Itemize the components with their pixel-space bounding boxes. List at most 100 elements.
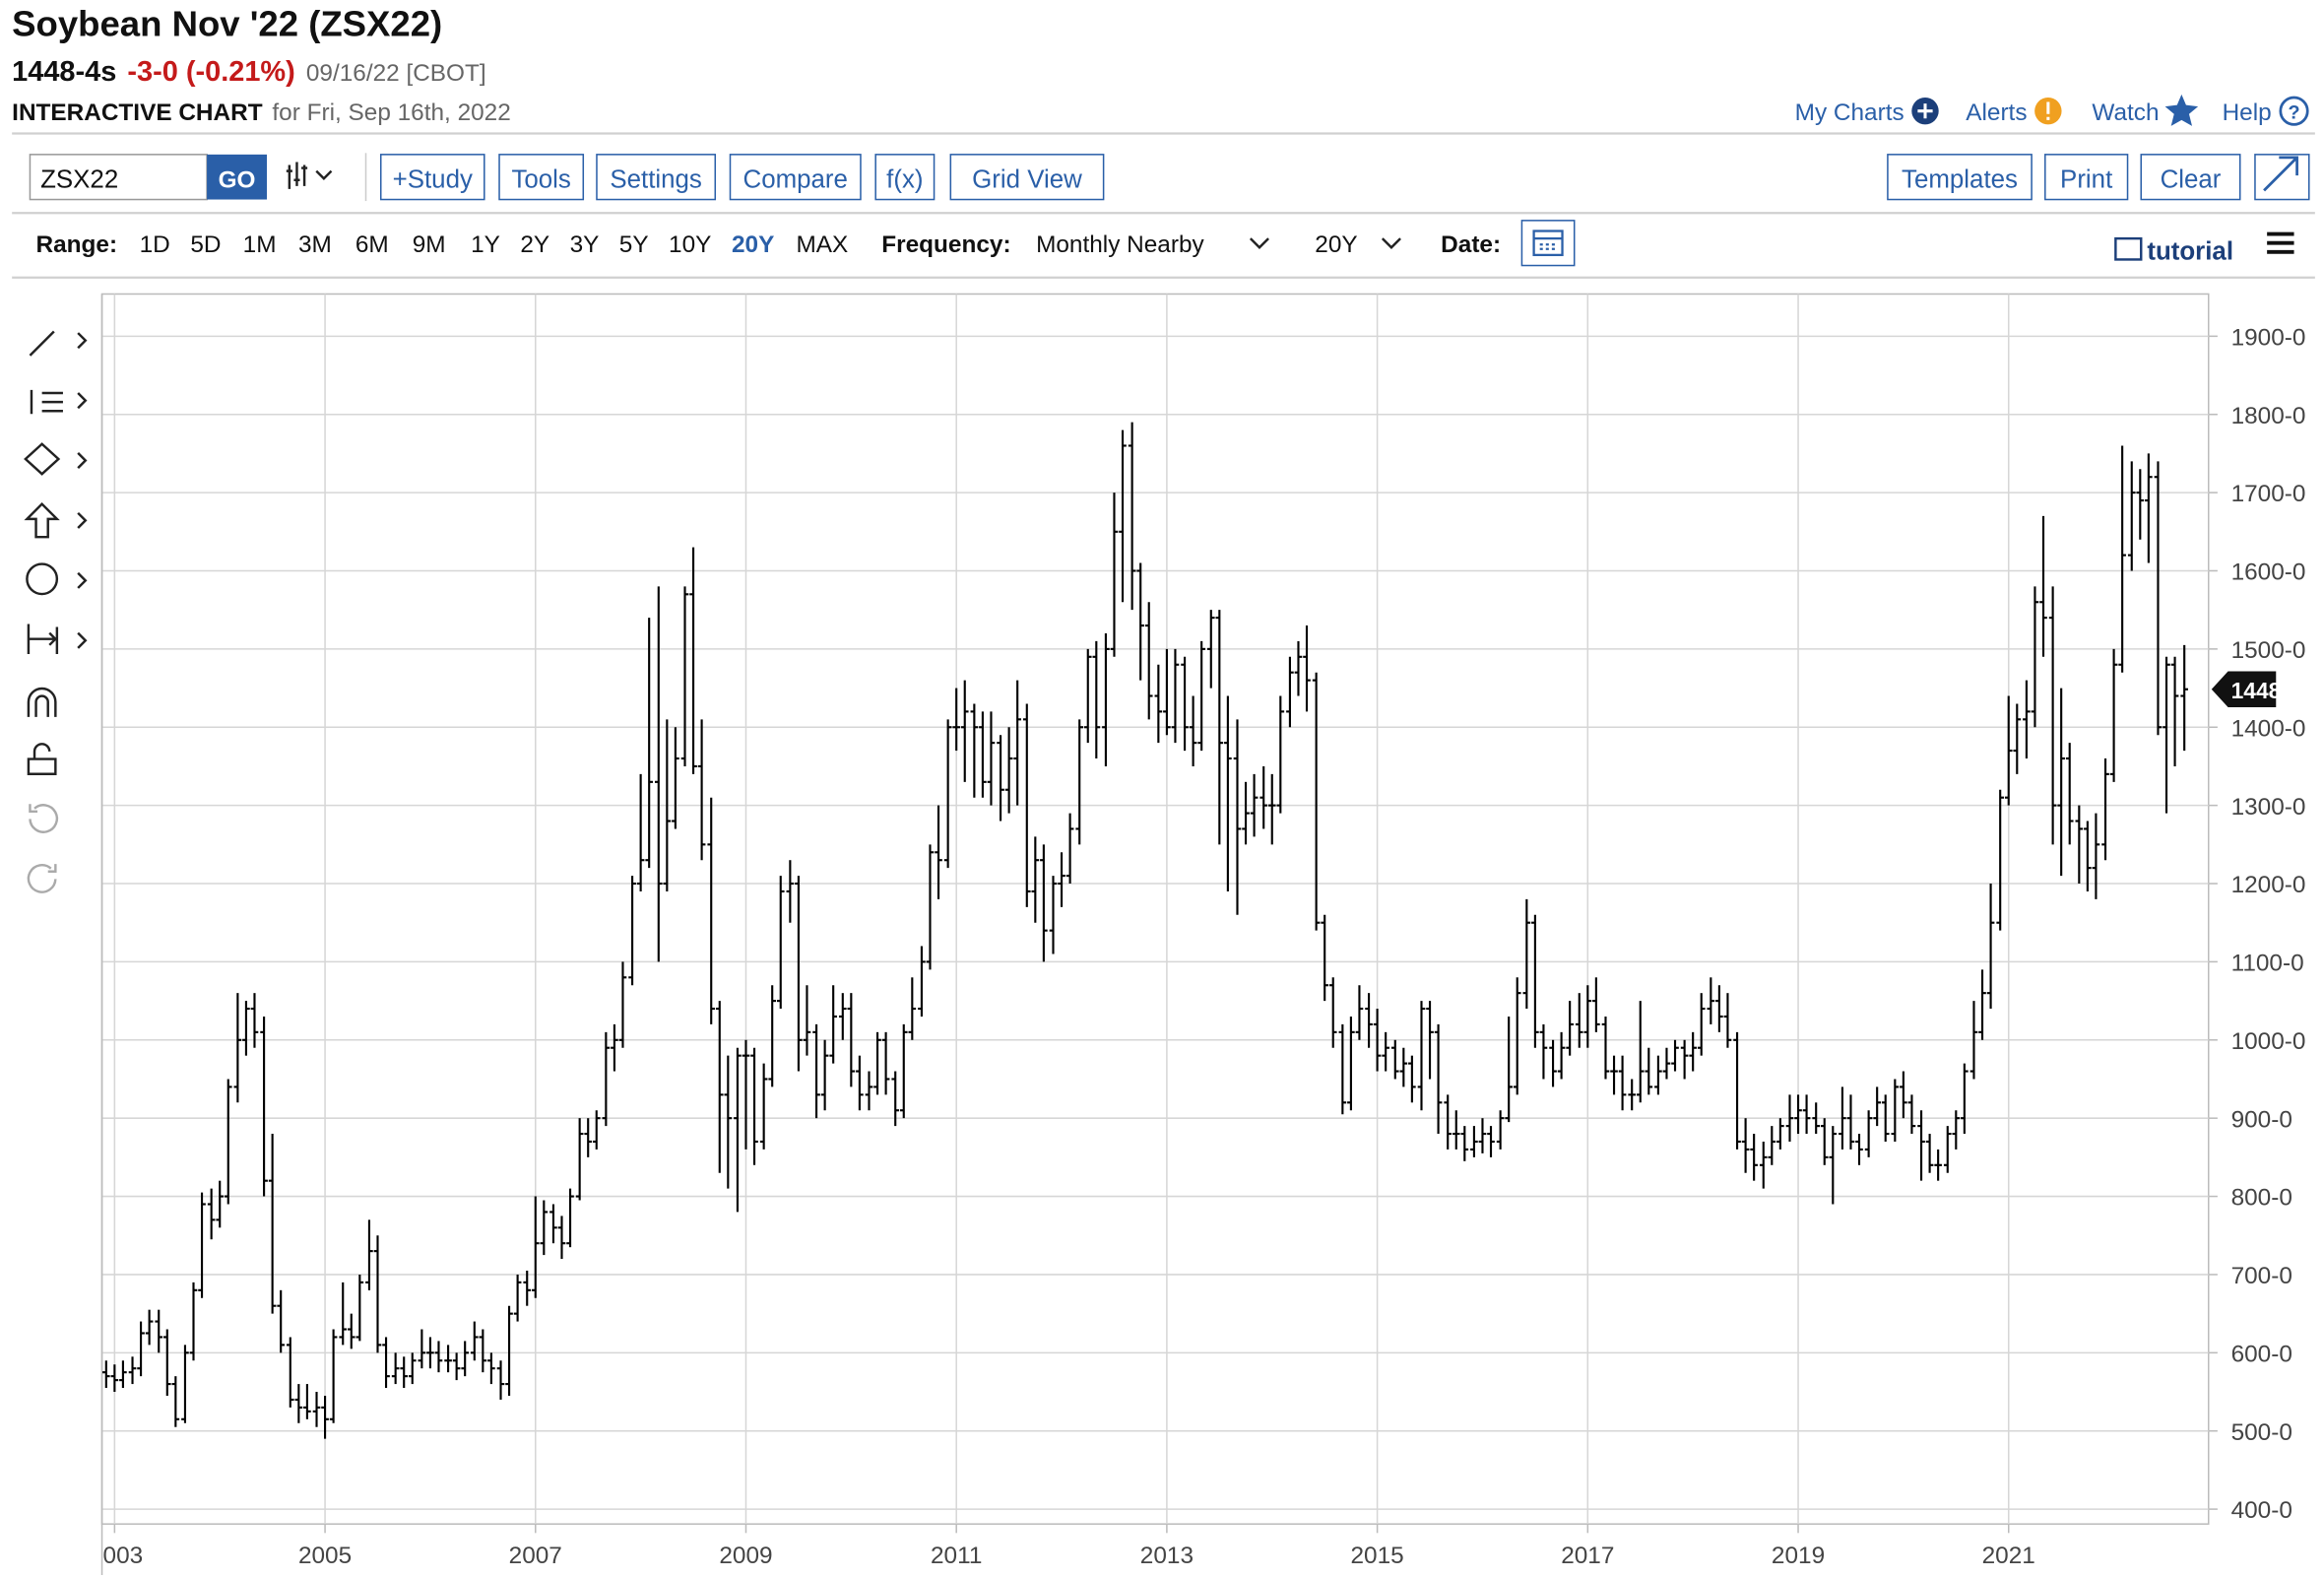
magnet-tool[interactable]	[27, 687, 57, 717]
range-option[interactable]: 3Y	[570, 231, 600, 258]
toolbar-button[interactable]	[596, 154, 717, 201]
menu-icon[interactable]	[2267, 231, 2294, 254]
toolbar-button[interactable]	[2044, 154, 2129, 201]
chevron	[77, 571, 88, 589]
go-label: GO	[219, 166, 256, 193]
calendar-icon	[1532, 230, 1564, 257]
text-tool[interactable]	[26, 562, 59, 596]
range-option[interactable]: 1M	[243, 231, 277, 258]
shape-tool[interactable]	[24, 442, 88, 476]
range-option[interactable]: 20Y	[732, 231, 774, 258]
chevron	[1381, 237, 1401, 249]
toolbar-button-label: Tools	[511, 165, 570, 193]
x-tick-label: 2017	[1561, 1543, 1614, 1569]
toolbar-button[interactable]	[2140, 154, 2241, 201]
expand-button[interactable]	[2254, 154, 2310, 201]
last-price-label: 1448-4	[2231, 678, 2301, 703]
chart-date: for Fri, Sep 16th, 2022	[272, 99, 510, 126]
alerts-link[interactable]: Alerts	[1966, 99, 2027, 126]
toolbar-button-label: Compare	[743, 165, 848, 193]
range-option[interactable]: 1Y	[471, 231, 500, 258]
undo-tool[interactable]	[29, 804, 59, 833]
calendar-grid	[1533, 236, 1563, 250]
symbol-title: Soybean Nov '22 (ZSX22)	[12, 4, 442, 44]
x-tick-label: 2013	[1140, 1543, 1194, 1569]
toolbar-button-label: Print	[2060, 165, 2112, 193]
redo-tool[interactable]	[27, 864, 57, 893]
x-tick-label: 2005	[298, 1543, 352, 1569]
chevron	[1249, 237, 1269, 249]
range-option[interactable]: 9M	[413, 231, 446, 258]
range-option[interactable]: 3M	[298, 231, 332, 258]
measure-tool[interactable]	[27, 624, 88, 654]
y-tick-label: 500-0	[2231, 1419, 2292, 1446]
tutorial-link[interactable]: tutorial	[2147, 237, 2233, 265]
toolbar-button-label: +Study	[393, 165, 473, 193]
range-label: Range:	[36, 231, 118, 258]
watch-link[interactable]: Watch	[2092, 99, 2159, 126]
range-option[interactable]: 5D	[190, 231, 221, 258]
y-tick-label: 1300-0	[2231, 794, 2306, 821]
expand-icon	[2263, 156, 2298, 192]
toolbar-button[interactable]	[949, 154, 1105, 201]
y-tick-label: 400-0	[2231, 1497, 2292, 1524]
period-select[interactable]: 20Y	[1315, 231, 1357, 258]
toolbar-button[interactable]	[498, 154, 585, 201]
toolbar-button[interactable]	[379, 154, 485, 201]
y-tick-label: 1200-0	[2231, 872, 2306, 898]
range-option[interactable]: MAX	[796, 231, 848, 258]
toolbar-button[interactable]	[874, 154, 936, 201]
tutorial-icon	[2114, 236, 2143, 261]
x-tick-label: 2011	[931, 1543, 982, 1569]
frequency-select[interactable]: Monthly Nearby	[1036, 231, 1204, 258]
y-tick-label: 700-0	[2231, 1263, 2292, 1289]
help-sign: ?	[2289, 101, 2300, 123]
range-option[interactable]: 1D	[140, 231, 170, 258]
toolbar-button-label: f(x)	[886, 165, 923, 193]
last-price-marker	[2211, 671, 2277, 708]
calendar-button[interactable]	[1520, 220, 1576, 267]
my-charts-link[interactable]: My Charts	[1795, 99, 1904, 126]
quote-date: 09/16/22 [CBOT]	[306, 60, 486, 87]
toolbar-button-label: Settings	[610, 165, 701, 193]
plot-area	[100, 293, 2210, 1525]
x-tick-label: 2009	[719, 1543, 772, 1569]
chart-heading: INTERACTIVE CHART for Fri, Sep 16th, 202…	[12, 99, 511, 126]
toolbar: ZSX22 GO +Study Tools Settings Compare f(x) G…	[29, 153, 2310, 202]
range-option[interactable]: 10Y	[669, 231, 711, 258]
quote-line: 1448-4s -3-0 (-0.21%) 09/16/22 [CBOT]	[12, 56, 485, 88]
chart: 400-0 500-0 600-0 700-0 800-0 900-0 1000-0 1100…	[100, 293, 2306, 1575]
y-tick-label: 1700-0	[2231, 481, 2306, 507]
star-icon[interactable]	[2164, 94, 2199, 126]
toolbar-button-label: Templates	[1902, 165, 2018, 193]
range-option[interactable]: 5Y	[619, 231, 649, 258]
y-tick-label: 1800-0	[2231, 403, 2306, 429]
range-bar: Range: Frequency: Monthly Nearby 20Y Dat…	[36, 220, 2294, 267]
help-icon[interactable]	[2279, 96, 2309, 126]
x-tick-label: 2015	[1351, 1543, 1404, 1569]
range-option[interactable]: 2Y	[520, 231, 549, 258]
help-link[interactable]: Help	[2223, 99, 2272, 126]
y-tick-label: 1100-0	[2231, 951, 2304, 977]
toolbar-button[interactable]	[1887, 154, 2033, 201]
chart-type-menu[interactable]	[286, 162, 333, 189]
y-tick-label: 1900-0	[2231, 324, 2306, 351]
toolbar-button[interactable]	[729, 154, 862, 201]
chart-label: INTERACTIVE CHART	[12, 99, 263, 126]
y-tick-label: 900-0	[2231, 1106, 2292, 1133]
toolbar-button-label: Clear	[2161, 165, 2222, 193]
fib-tool[interactable]	[30, 389, 88, 415]
symbol-input[interactable]	[29, 154, 208, 201]
frequency-label: Frequency:	[881, 231, 1010, 258]
y-tick-label: 800-0	[2231, 1185, 2292, 1212]
lock-tool[interactable]	[27, 743, 57, 775]
x-tick-label: 2007	[509, 1543, 562, 1569]
drawing-tools	[24, 330, 88, 893]
go-button[interactable]	[207, 154, 268, 200]
line-tool[interactable]	[29, 330, 88, 357]
y-tick-label: 1600-0	[2231, 559, 2306, 586]
range-option[interactable]: 6M	[355, 231, 389, 258]
arrow-tool[interactable]	[24, 501, 88, 539]
